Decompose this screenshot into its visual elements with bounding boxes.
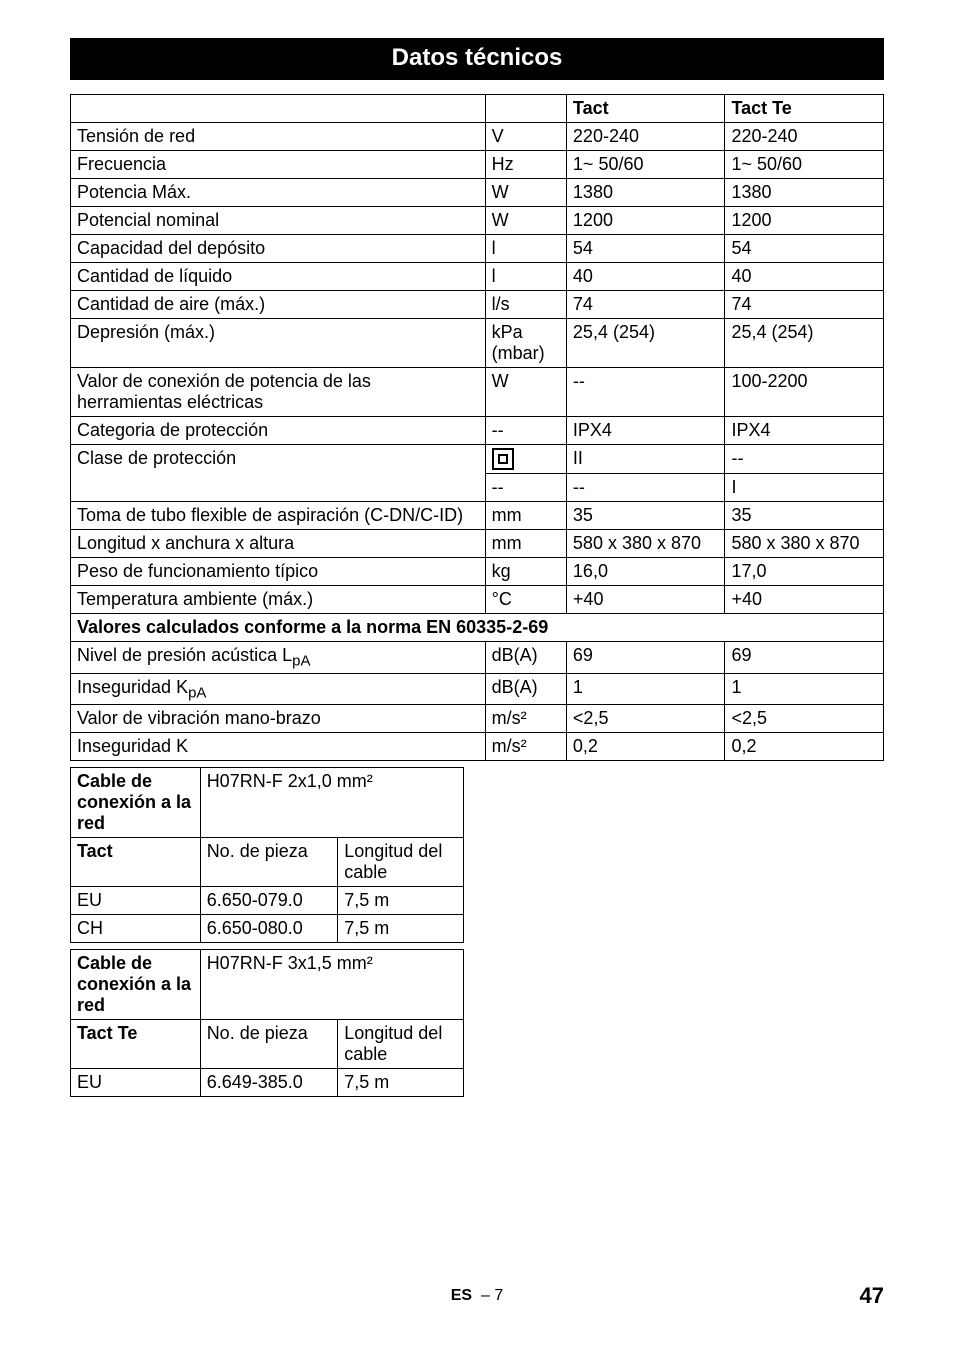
table-row: Potencia Máx.W13801380: [71, 179, 884, 207]
table-row: FrecuenciaHz1~ 50/601~ 50/60: [71, 151, 884, 179]
cable2-spec: H07RN-F 3x1,5 mm²: [200, 950, 463, 1020]
table-row: Valor de vibración mano-brazo m/s² <2,5 …: [71, 705, 884, 733]
double-square-icon: [485, 445, 566, 474]
table-row: Cantidad de aire (máx.)l/s7474: [71, 291, 884, 319]
footer-page-num: 47: [860, 1283, 884, 1309]
table-row: EU6.650-079.07,5 m: [71, 887, 464, 915]
hdr-tact: Tact: [566, 95, 725, 123]
section-row: Valores calculados conforme a la norma E…: [71, 614, 884, 642]
table-row: Capacidad del depósitol5454: [71, 235, 884, 263]
cable1-model: Tact: [71, 838, 201, 887]
table-row: Peso de funcionamiento típicokg16,017,0: [71, 558, 884, 586]
table-row: Cantidad de líquidol4040: [71, 263, 884, 291]
cable1-spec: H07RN-F 2x1,0 mm²: [200, 768, 463, 838]
cable2-title: Cable de conexión a la red: [71, 950, 201, 1020]
table-row: Longitud x anchura x alturamm580 x 380 x…: [71, 530, 884, 558]
hdr-tact-te: Tact Te: [725, 95, 884, 123]
page-footer: ES – 7 47: [70, 1287, 884, 1317]
table-row: Valor de conexión de potencia de las her…: [71, 368, 884, 417]
table-row: EU6.649-385.07,5 m: [71, 1069, 464, 1097]
hdr-blank2: [485, 95, 566, 123]
table-row: Toma de tubo flexible de aspiración (C-D…: [71, 502, 884, 530]
cable1-col3: Longitud del cable: [338, 838, 464, 887]
footer-lang: ES: [451, 1287, 472, 1304]
page-title: Datos técnicos: [70, 38, 884, 80]
table-header-row: Tact Tact Te: [71, 95, 884, 123]
table-row: Tensión de redV220-240220-240: [71, 123, 884, 151]
table-row: Potencial nominalW12001200: [71, 207, 884, 235]
table-row: Depresión (máx.)kPa (mbar)25,4 (254)25,4…: [71, 319, 884, 368]
cable2-col3: Longitud del cable: [338, 1020, 464, 1069]
table-row: Clase de protección II --: [71, 445, 884, 474]
table-row: Temperatura ambiente (máx.)°C+40+40: [71, 586, 884, 614]
cable2-col2: No. de pieza: [200, 1020, 338, 1069]
cable-table-1: Cable de conexión a la red H07RN-F 2x1,0…: [70, 767, 464, 943]
table-row: Inseguridad KpA dB(A) 1 1: [71, 673, 884, 705]
table-row: Nivel de presión acústica LpA dB(A) 69 6…: [71, 642, 884, 674]
cable-table-2: Cable de conexión a la red H07RN-F 3x1,5…: [70, 949, 464, 1097]
table-row: CH6.650-080.07,5 m: [71, 915, 464, 943]
table-row: Categoria de protección--IPX4IPX4: [71, 417, 884, 445]
specs-table: Tact Tact Te Tensión de redV220-240220-2…: [70, 94, 884, 761]
cable1-col2: No. de pieza: [200, 838, 338, 887]
table-row: Inseguridad K m/s² 0,2 0,2: [71, 733, 884, 761]
cable2-model: Tact Te: [71, 1020, 201, 1069]
cable1-title: Cable de conexión a la red: [71, 768, 201, 838]
hdr-blank: [71, 95, 486, 123]
